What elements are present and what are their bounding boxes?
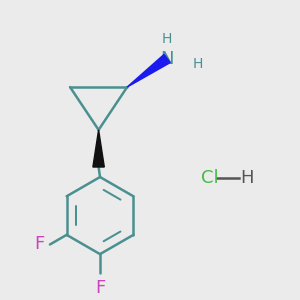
Text: N: N	[160, 50, 174, 68]
Text: F: F	[95, 279, 105, 297]
Text: H: H	[193, 57, 203, 71]
Polygon shape	[127, 54, 170, 87]
Text: F: F	[34, 236, 44, 253]
Text: Cl: Cl	[201, 169, 219, 188]
Text: H: H	[162, 32, 172, 46]
Polygon shape	[93, 130, 104, 167]
Text: H: H	[240, 169, 253, 188]
